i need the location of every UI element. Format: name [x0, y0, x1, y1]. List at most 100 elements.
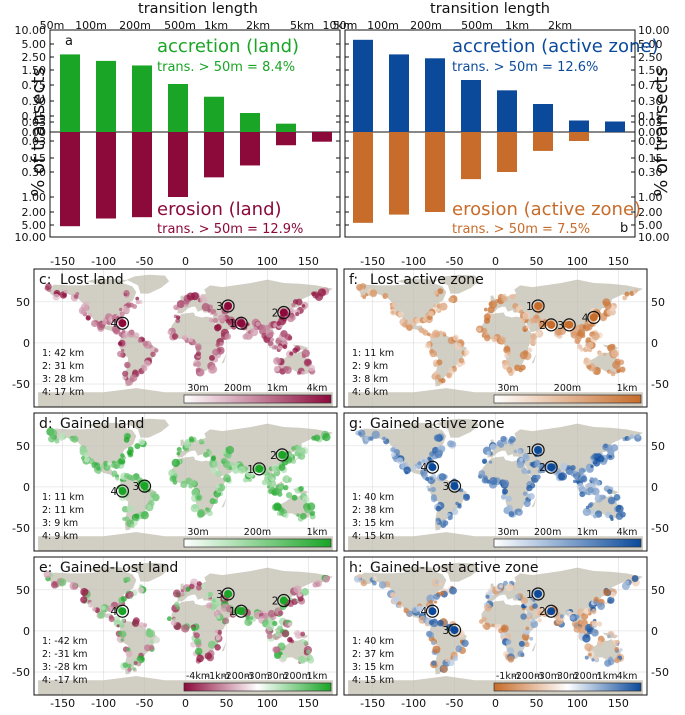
coastal-dot: [313, 434, 321, 442]
coastal-dot: [123, 292, 127, 297]
coastal-dot: [449, 586, 457, 595]
hotspot-marker: [115, 316, 130, 330]
coastal-dot: [480, 619, 485, 623]
coastal-dot: [477, 327, 482, 332]
accretion-bar: [569, 120, 589, 132]
coastal-dot: [535, 330, 541, 337]
colorbar-tick: 4km: [617, 527, 638, 538]
lon-tick-bottom: -100: [401, 697, 426, 710]
coastal-dot: [207, 591, 214, 597]
coastal-dot: [296, 445, 303, 452]
coastal-dot: [501, 295, 508, 303]
map-letter: c:: [39, 272, 51, 288]
coastal-dot: [125, 576, 131, 583]
coastal-dot: [491, 623, 495, 628]
lon-tick-top: -50: [446, 255, 464, 268]
coastal-dot: [489, 476, 498, 486]
hotspot-label: 1: [229, 606, 236, 618]
coastal-dot: [483, 334, 491, 342]
coastal-dot: [615, 504, 624, 513]
hotspot-fill: [140, 482, 149, 491]
coastal-dot: [518, 640, 525, 647]
coastal-dot: [300, 631, 306, 637]
hotspot-label: 3: [216, 589, 223, 601]
coastal-dot: [556, 470, 560, 475]
coastal-dot: [527, 347, 532, 351]
colorbar-tick: 30m: [497, 383, 518, 394]
coastal-dot: [100, 605, 106, 611]
coastal-dot: [433, 600, 438, 604]
coastal-dot: [270, 338, 275, 342]
coastal-dot: [127, 591, 134, 598]
hotspot-label: 2: [272, 308, 279, 320]
coastal-dot: [602, 298, 611, 307]
coastal-dot: [521, 467, 528, 475]
erosion-bar: [168, 132, 188, 197]
coastal-dot: [500, 435, 507, 443]
coastal-dot: [123, 436, 130, 443]
coastal-dot: [441, 331, 446, 336]
coastal-dot: [435, 505, 442, 512]
coastal-dot: [296, 513, 300, 517]
coastal-dot: [85, 315, 91, 321]
coastal-dot: [522, 311, 531, 320]
lat-tick-right: 0: [651, 481, 658, 494]
coastal-dot: [195, 351, 202, 357]
colorbar-tick: 1km: [617, 383, 638, 394]
top-tick-right: 500m: [461, 19, 493, 32]
coastal-dot: [135, 296, 140, 301]
map-panel: 1 2 3 4 d: Gained land 1: 11 km 2: 11 km 3: 9 km…: [33, 412, 338, 552]
coastal-dot: [522, 491, 528, 496]
map-letter: e:: [39, 560, 52, 576]
coastal-dot: [122, 332, 128, 339]
hotspot-fill: [534, 445, 543, 454]
hotspot-marker: [544, 460, 558, 474]
coastal-dot: [141, 365, 148, 372]
lon-tick-bottom: -100: [91, 697, 116, 710]
coastal-dot: [566, 612, 570, 616]
coastal-dot: [485, 594, 490, 599]
ranking-item: 4: -17 km: [42, 675, 88, 686]
lon-tick-top: -150: [360, 255, 385, 268]
coastal-dot: [429, 477, 433, 481]
lon-tick-top: 0: [492, 255, 499, 268]
coastal-dot: [608, 598, 613, 604]
coastal-dot: [194, 360, 202, 368]
top-axis-title-right: transition length: [430, 1, 550, 17]
coastal-dot: [427, 341, 432, 346]
coastal-dot: [62, 293, 67, 298]
map-title: Lost active zone: [370, 272, 484, 288]
accretion-sub: trans. > 50m = 12.6%: [452, 60, 598, 75]
accretion-bar: [605, 121, 625, 132]
hotspot-label: 1: [526, 589, 533, 601]
ranking-item: 1: -42 km: [42, 636, 88, 647]
coastal-dot: [519, 457, 524, 462]
coastal-dot: [188, 583, 195, 590]
coastal-dot: [415, 605, 423, 612]
y-tick-right: 10.00: [638, 24, 670, 37]
coastal-dot: [619, 366, 626, 373]
erosion-title: erosion (land): [157, 199, 282, 220]
colorbar-tick: -4km: [186, 671, 210, 682]
ranking-item: 2: 37 km: [352, 649, 394, 660]
coastal-dot: [624, 291, 630, 297]
hotspot-label: 4: [110, 606, 117, 618]
coastal-dot: [281, 630, 290, 638]
coastal-dot: [125, 302, 132, 308]
accretion-bar: [461, 80, 481, 132]
hotspot-marker: [277, 593, 291, 608]
coastal-dot: [590, 464, 594, 469]
coastal-dot: [218, 631, 222, 636]
coastal-dot: [288, 638, 293, 642]
coastal-dot: [484, 603, 492, 612]
coastal-dot: [107, 605, 115, 613]
colorbar-tick: 4km: [617, 671, 638, 682]
coastal-dot: [215, 342, 221, 348]
coastal-dot: [591, 332, 600, 341]
ranking-item: 1: 11 km: [352, 348, 394, 359]
coastal-dot: [357, 573, 363, 579]
hotspot-marker: [115, 604, 130, 618]
